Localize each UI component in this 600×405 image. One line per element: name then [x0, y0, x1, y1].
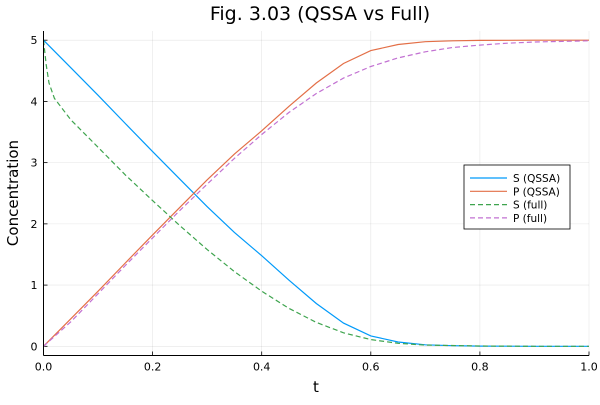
y-tick-label: 2	[31, 218, 38, 231]
y-tick-label: 5	[31, 34, 38, 47]
legend-label-3: P (full)	[513, 213, 547, 225]
legend-label-0: S (QSSA)	[513, 173, 560, 185]
x-tick-label: 0.0	[35, 361, 53, 374]
x-tick-label: 1.0	[580, 361, 598, 374]
series-line-1	[43, 39, 589, 347]
chart-title: Fig. 3.03 (QSSA vs Full)	[210, 3, 430, 25]
legend: S (QSSA)P (QSSA) S (full)P (full)	[463, 164, 571, 230]
y-tick-label: 1	[31, 279, 38, 292]
legend-label-1: P (QSSA)	[513, 186, 560, 198]
legend-label-2: S (full)	[513, 200, 547, 212]
x-axis-label: t	[313, 378, 319, 396]
x-tick-label: 0.8	[471, 361, 489, 374]
x-tick-label: 0.6	[362, 361, 380, 374]
x-tick-label: 0.2	[144, 361, 162, 374]
series-line-3	[43, 40, 590, 347]
x-tick-label: 0.4	[253, 361, 271, 374]
y-axis-label: Concentration	[4, 140, 22, 246]
y-tick-label: 3	[31, 157, 38, 170]
y-tick-label: 0	[31, 340, 38, 353]
series-line-2	[42, 40, 589, 347]
y-tick-label: 4	[31, 95, 38, 108]
